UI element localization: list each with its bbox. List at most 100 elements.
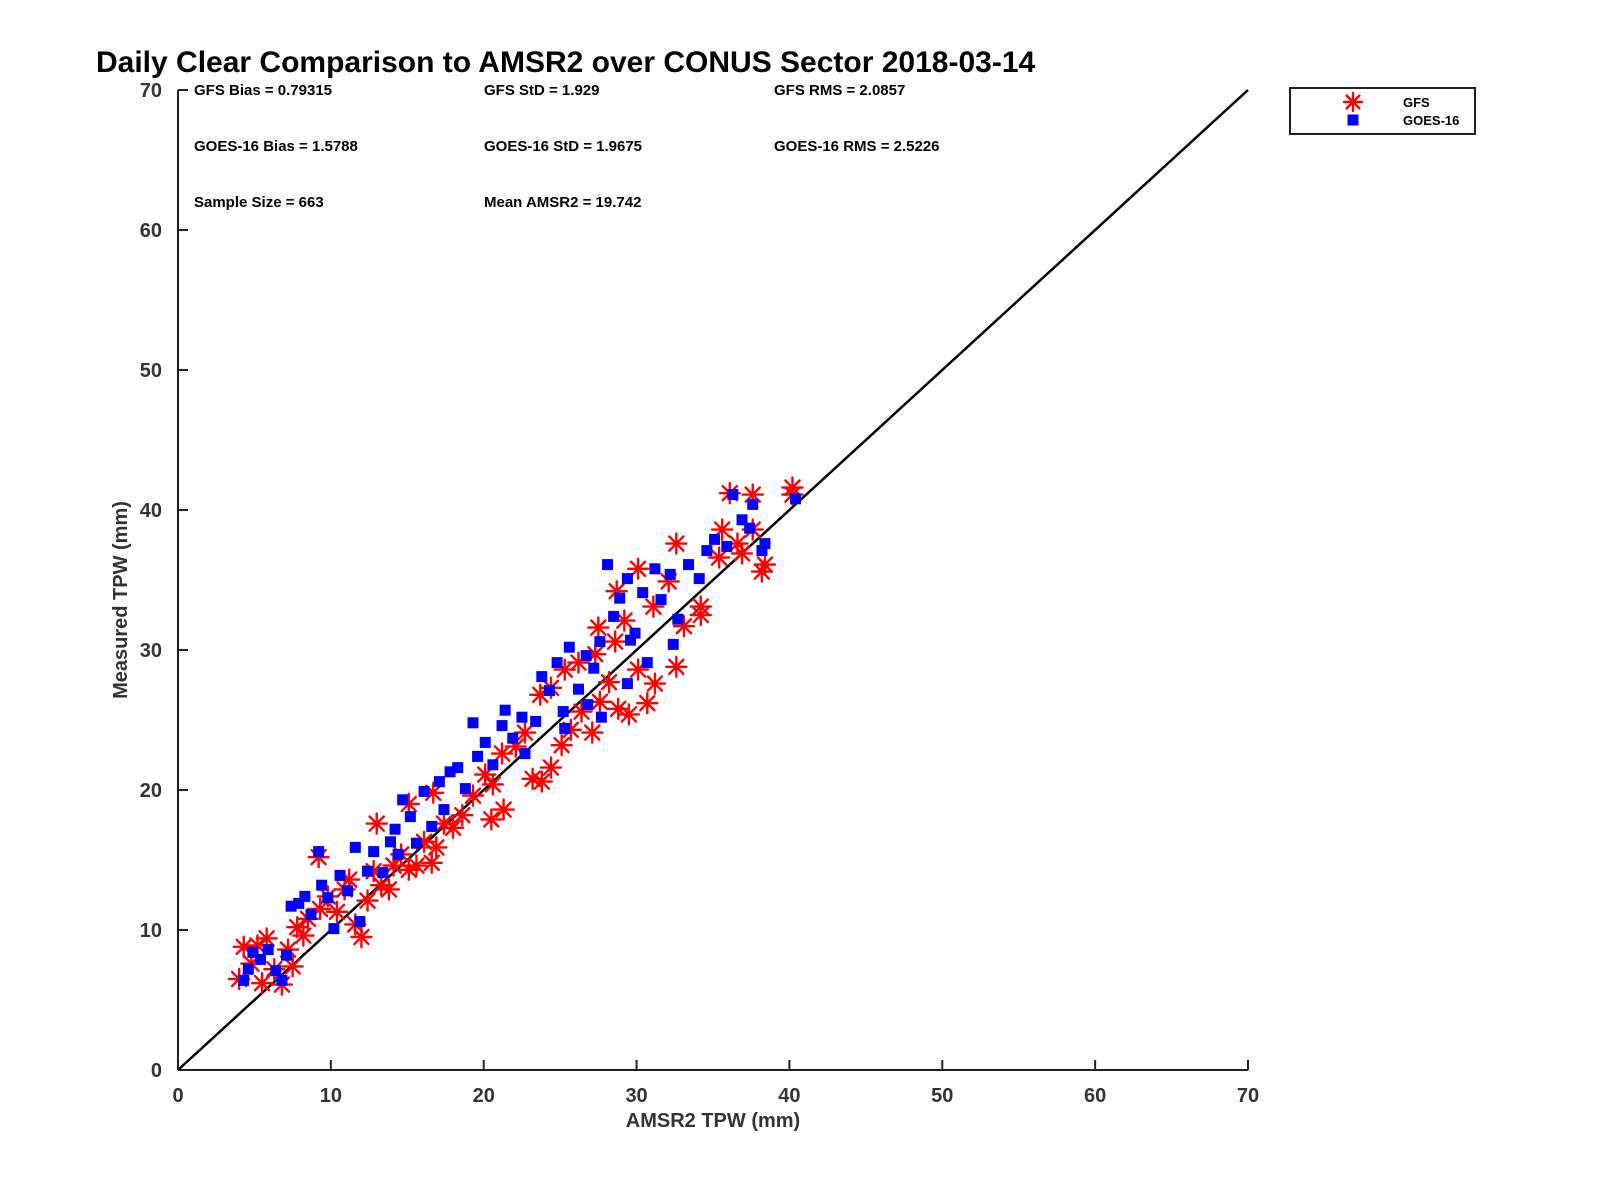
goes16-point	[384, 836, 396, 848]
goes16-point	[736, 514, 748, 526]
goes16-point	[543, 685, 555, 697]
goes16-point	[683, 559, 695, 571]
goes16-point	[499, 704, 511, 716]
goes16-point	[389, 823, 401, 835]
gfs-point	[587, 616, 610, 639]
goes16-point	[559, 722, 571, 734]
goes16-point	[322, 892, 334, 904]
gfs-point	[250, 972, 274, 995]
gfs-point	[753, 553, 777, 576]
goes16-point	[507, 732, 519, 744]
goes16-point	[637, 587, 649, 599]
goes16-point	[516, 711, 528, 723]
gfs-point	[481, 773, 505, 796]
gfs-point	[405, 854, 428, 877]
goes16-point	[354, 916, 366, 928]
x-tick-label: 60	[1084, 1085, 1106, 1107]
stat-text: GFS Bias = 0.79315	[194, 82, 332, 99]
goes16-point	[582, 699, 594, 711]
goes16-point	[595, 711, 607, 723]
y-tick-label: 10	[140, 920, 162, 942]
goes16-point	[255, 953, 267, 965]
goes16-point	[496, 720, 508, 732]
goes16-point	[693, 573, 705, 585]
gfs-point	[365, 812, 388, 835]
goes16-point	[467, 717, 479, 729]
goes16-point	[276, 974, 288, 986]
goes16-point	[664, 568, 676, 580]
x-tick-label: 30	[625, 1085, 647, 1107]
legend-gfs-label: GFS	[1403, 95, 1430, 110]
goes16-point	[557, 706, 569, 718]
goes16-point	[247, 946, 259, 958]
gfs-point	[377, 878, 401, 901]
goes16-point	[563, 641, 575, 653]
gfs-point	[597, 671, 621, 694]
goes16-point	[433, 776, 445, 788]
stat-text: Sample Size = 663	[194, 194, 324, 211]
goes16-point	[621, 573, 633, 585]
goes16-point	[242, 963, 254, 975]
gfs-point	[281, 955, 304, 978]
y-tick-label: 60	[140, 220, 162, 242]
goes16-point	[404, 811, 416, 823]
gfs-point	[636, 692, 659, 715]
goes16-point	[313, 846, 325, 858]
gfs-point	[492, 798, 515, 821]
gfs-point	[325, 900, 349, 923]
goes16-point	[418, 785, 430, 797]
gfs-point	[613, 609, 636, 632]
goes16-point	[572, 683, 584, 695]
gfs-point	[530, 770, 553, 793]
x-tick-label: 40	[778, 1085, 800, 1107]
stat-text: GOES-16 Bias = 1.5788	[194, 138, 358, 155]
goes16-point	[759, 538, 771, 550]
axis-ticks: 0 10 20 30 40 50 60 70 0 10 20 30 40 50 60 70	[140, 80, 1259, 1107]
goes16-point	[701, 545, 713, 557]
goes16-point	[624, 634, 636, 646]
gfs-point	[539, 756, 563, 779]
gfs-point	[441, 816, 465, 839]
goes16-point	[709, 533, 721, 545]
stats-annotations: GFS Bias = 0.79315 GFS StD = 1.929 GFS RMS…	[194, 82, 940, 211]
goes16-point	[410, 837, 422, 849]
y-tick-label: 40	[140, 500, 162, 522]
goes16-point	[655, 594, 667, 606]
y-tick-label: 30	[140, 640, 162, 662]
goes16-point	[641, 657, 653, 669]
x-tick-label: 70	[1237, 1085, 1259, 1107]
goes16-point	[588, 662, 600, 674]
gfs-point	[665, 532, 688, 555]
goes16-point	[756, 545, 768, 557]
goes16-point	[747, 498, 759, 510]
goes16-point	[328, 923, 340, 935]
goes16-point	[479, 736, 491, 748]
goes16-point	[426, 820, 438, 832]
gfs-point	[588, 690, 612, 713]
goes16-point	[368, 846, 380, 858]
goes16-point	[744, 522, 756, 534]
goes16-point	[487, 759, 499, 771]
gfs-point	[350, 925, 373, 949]
y-tick-label: 0	[151, 1060, 162, 1082]
x-tick-label: 0	[172, 1085, 183, 1107]
gfs-point	[607, 697, 630, 720]
goes16-point	[614, 592, 626, 604]
gfs-point	[550, 734, 573, 757]
gfs-point	[513, 721, 537, 744]
stat-text: GFS RMS = 2.0857	[774, 82, 905, 99]
series-goes16	[238, 489, 802, 986]
y-tick-label: 20	[140, 780, 162, 802]
gfs-point	[603, 630, 627, 653]
stat-text: GOES-16 RMS = 2.5226	[774, 138, 940, 155]
gfs-point	[665, 655, 688, 678]
gfs-point	[726, 532, 749, 555]
y-tick-label: 50	[140, 360, 162, 382]
stat-text: GOES-16 StD = 1.9675	[484, 138, 642, 155]
goes16-point	[362, 865, 374, 877]
x-tick-label: 20	[473, 1085, 495, 1107]
stat-text: GFS StD = 1.929	[484, 82, 599, 99]
legend-box	[1289, 87, 1476, 135]
gfs-point	[480, 808, 503, 831]
